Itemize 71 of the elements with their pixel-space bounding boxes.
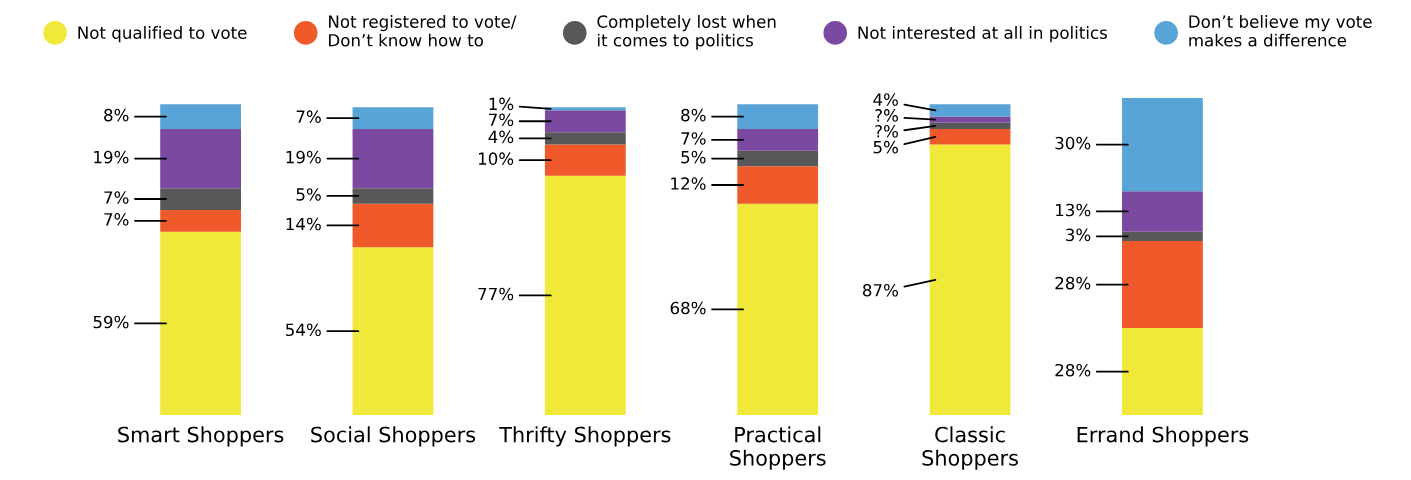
data-label: 3%	[1066, 228, 1091, 242]
bar	[352, 107, 434, 130]
bar	[160, 209, 241, 232]
bar	[737, 166, 819, 204]
bar	[929, 104, 1011, 117]
bar	[737, 150, 819, 167]
legend-label: Not qualified to vote	[78, 26, 247, 43]
data-label: 12%	[671, 177, 706, 190]
data-label: 30%	[1055, 136, 1091, 150]
x-tick-label: Errand Shoppers	[1077, 426, 1249, 447]
data-label: 19%	[94, 150, 129, 164]
bar	[1122, 191, 1203, 232]
data-label: 8%	[104, 108, 129, 122]
bar	[352, 203, 434, 248]
bar	[544, 110, 626, 133]
x-tick-label: Smart Shoppers	[118, 426, 284, 447]
bar	[160, 129, 241, 189]
bar	[352, 129, 434, 189]
bar	[929, 122, 1011, 130]
bar	[544, 132, 626, 145]
data-label: 14%	[286, 217, 321, 231]
bar	[737, 203, 819, 416]
bar	[1122, 328, 1203, 416]
data-label: 28%	[1055, 363, 1091, 377]
data-label: 7%	[296, 110, 321, 123]
data-label: 10%	[478, 152, 514, 165]
bar	[544, 175, 626, 416]
data-label: 68%	[670, 301, 706, 315]
x-tick-label: Social Shoppers	[311, 426, 476, 447]
data-label: 87%	[862, 283, 898, 297]
bar	[737, 104, 819, 130]
data-label: 1%	[489, 97, 514, 111]
data-label: 5%	[296, 188, 321, 201]
legend-label: Completely lost when it comes to politics	[597, 15, 776, 50]
data-label: 4%	[873, 93, 898, 106]
data-label: ?%	[875, 124, 898, 138]
x-tick-label: Practical Shoppers	[730, 426, 826, 470]
bar	[352, 247, 434, 416]
data-label: 13%	[1056, 203, 1091, 217]
legend-label: Not registered to vote/ Don’t know how to	[329, 15, 517, 47]
data-label: 5%	[873, 140, 898, 154]
bar	[1122, 231, 1203, 242]
legend-label: Don’t believe my vote makes a difference	[1189, 15, 1372, 47]
bar	[929, 129, 1011, 145]
data-label: 8%	[681, 108, 706, 122]
data-label: 77%	[478, 287, 514, 301]
bar	[929, 144, 1011, 416]
data-label: 54%	[286, 323, 321, 337]
bar	[929, 116, 1011, 123]
x-tick-label: Thrifty Shoppers	[499, 426, 671, 447]
bar	[544, 107, 626, 111]
data-label: 28%	[1055, 276, 1091, 290]
legend-label: Not interested at all in politics	[858, 26, 1107, 43]
data-label: 4%	[488, 130, 514, 144]
bar	[1122, 97, 1203, 192]
data-label: ?%	[875, 109, 898, 122]
data-label: 19%	[286, 150, 321, 164]
data-label: 59%	[93, 315, 129, 329]
data-label: 7%	[104, 213, 129, 226]
bar	[160, 188, 241, 210]
bar	[544, 144, 626, 176]
bar	[160, 231, 241, 416]
bar	[352, 188, 434, 204]
bar	[160, 104, 241, 130]
bar	[737, 129, 819, 151]
data-label: 7%	[489, 113, 514, 127]
data-label: 7%	[681, 132, 706, 145]
x-tick-label: Classic Shoppers	[922, 426, 1018, 470]
data-label: 7%	[104, 191, 129, 204]
bar	[1122, 241, 1203, 329]
data-label: 5%	[681, 150, 706, 164]
